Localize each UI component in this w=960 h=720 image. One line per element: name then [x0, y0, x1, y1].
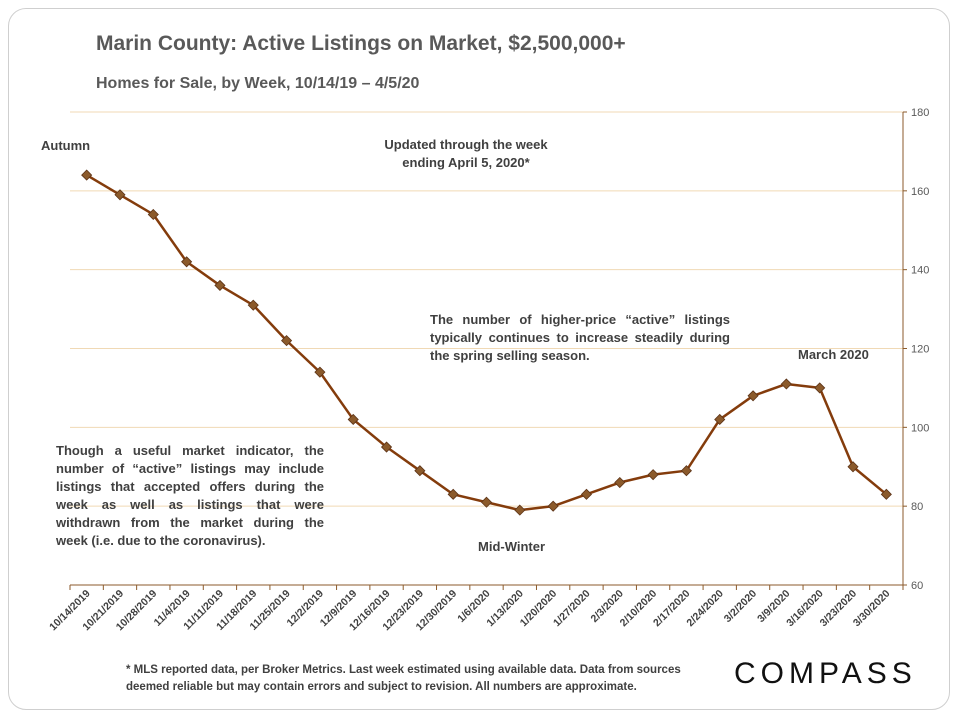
- data-point: [680, 465, 692, 477]
- data-point: [414, 465, 426, 477]
- annotation-midwinter: Mid-Winter: [478, 539, 546, 554]
- annotation-updated: Updated through the week ending April 5,…: [384, 137, 548, 170]
- y-tick-label: 140: [911, 265, 929, 277]
- footnote: * MLS reported data, per Broker Metrics.…: [126, 664, 681, 693]
- y-tick-label: 160: [911, 186, 929, 198]
- data-point: [780, 378, 792, 390]
- x-tick-label: 3/30/2020: [851, 588, 893, 630]
- data-point: [214, 279, 226, 291]
- data-point: [580, 488, 593, 500]
- data-point: [281, 335, 293, 347]
- data-point: [880, 488, 892, 500]
- data-point: [380, 441, 393, 453]
- y-tick-label: 120: [911, 344, 929, 356]
- chart-subtitle: Homes for Sale, by Week, 10/14/19 – 4/5/…: [96, 75, 420, 92]
- y-tick-label: 180: [911, 107, 929, 119]
- data-point: [814, 382, 826, 394]
- annotation-spring: The number of higher-price “active” list…: [430, 312, 730, 363]
- data-point: [314, 366, 326, 378]
- data-point: [514, 504, 526, 516]
- y-tick-label: 60: [911, 580, 923, 592]
- y-tick-label: 100: [911, 422, 929, 434]
- data-point: [647, 469, 659, 481]
- compass-logo: COMPASS: [734, 657, 917, 690]
- annotation-march: March 2020: [798, 347, 869, 362]
- data-point: [614, 476, 626, 489]
- slide-frame: [8, 8, 950, 710]
- chart-title-main: Marin County: Active Listings on Market,: [96, 32, 503, 55]
- data-point: [181, 256, 193, 268]
- data-point: [114, 189, 126, 201]
- data-point: [747, 390, 759, 402]
- data-point: [247, 299, 259, 311]
- data-point: [447, 488, 459, 500]
- data-point: [547, 500, 559, 512]
- annotation-autumn: Autumn: [41, 138, 91, 153]
- annotation-indicator: Though a useful market indicator, the nu…: [56, 443, 324, 548]
- chart-title: Marin County: Active Listings on Market,…: [96, 32, 626, 56]
- x-tick-label: 1/27/2020: [551, 588, 593, 630]
- data-point: [714, 413, 726, 426]
- data-point: [81, 169, 93, 181]
- data-point: [847, 461, 859, 473]
- data-point: [480, 496, 493, 508]
- data-point: [347, 413, 359, 426]
- y-tick-label: 80: [911, 501, 923, 513]
- data-point: [147, 208, 159, 221]
- x-tick-label: 2/24/2020: [684, 588, 726, 630]
- chart-title-price: $2,500,000+: [508, 32, 626, 55]
- x-tick-label: 3/2/2020: [722, 588, 759, 625]
